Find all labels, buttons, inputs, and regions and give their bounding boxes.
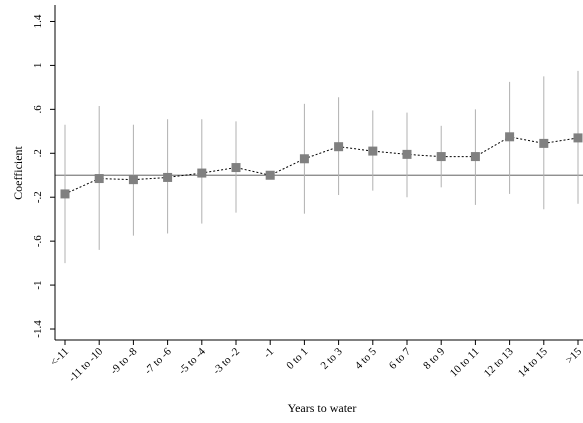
point-estimate-marker xyxy=(265,170,275,180)
estimate-connector-line xyxy=(64,136,579,195)
y-tick-label: 1 xyxy=(32,63,44,69)
point-estimate-marker xyxy=(163,172,173,182)
point-estimate-marker xyxy=(128,175,138,185)
plot-area xyxy=(55,70,583,264)
point-estimate-marker xyxy=(470,152,480,162)
x-tick-label: -3 to -2 xyxy=(211,346,242,377)
y-tick-label: .6 xyxy=(32,105,44,114)
x-tick-label: -11 to -10 xyxy=(66,345,105,384)
x-tick-label: 4 to 5 xyxy=(353,345,380,372)
point-estimate-marker xyxy=(197,168,207,178)
axes: -1.4 -1 -.6 -.2 .2 .6 1 1.4 <-11-11 to -10 -9 to … xyxy=(32,5,583,385)
y-tick-label: -.6 xyxy=(32,235,44,247)
point-estimate-marker xyxy=(299,154,309,164)
x-tick-label: 0 to 1 xyxy=(284,346,310,372)
x-tick-label: -9 to -8 xyxy=(108,345,140,377)
x-tick-label: -1 xyxy=(261,346,276,361)
point-estimate-marker xyxy=(60,189,70,199)
x-tick-label: 8 to 9 xyxy=(421,345,448,372)
y-tick-label: -1 xyxy=(32,280,44,289)
x-tick-label: 6 to 7 xyxy=(387,345,414,372)
x-tick-label: 2 to 3 xyxy=(319,345,346,372)
point-estimate-marker xyxy=(573,133,583,143)
point-estimate-marker xyxy=(231,163,241,173)
x-tick-label: -7 to -6 xyxy=(142,345,174,377)
point-estimate-marker xyxy=(539,138,549,148)
x-tick-label: 14 to 15 xyxy=(516,345,550,379)
point-estimate-marker xyxy=(436,152,446,162)
point-estimate-marker xyxy=(402,149,412,159)
x-axis-label: Years to water xyxy=(288,401,357,415)
point-estimate-marker xyxy=(368,146,378,156)
point-estimate-marker xyxy=(505,132,515,142)
y-tick-label: .2 xyxy=(32,149,44,157)
x-tick-label: 10 to 11 xyxy=(448,346,482,380)
y-tick-label: 1.4 xyxy=(32,14,44,28)
point-estimate-marker xyxy=(94,174,104,184)
x-tick-label: 12 to 13 xyxy=(482,345,516,379)
point-estimate-marker xyxy=(334,142,344,152)
y-tick-label: -1.4 xyxy=(32,320,44,338)
x-tick-label: <-11 xyxy=(48,346,71,369)
y-axis-label: Coefficient xyxy=(11,145,25,199)
x-tick-label: -5 to -4 xyxy=(177,345,209,377)
x-tick-label: >15 xyxy=(563,345,583,366)
y-tick-label: -.2 xyxy=(32,191,44,203)
